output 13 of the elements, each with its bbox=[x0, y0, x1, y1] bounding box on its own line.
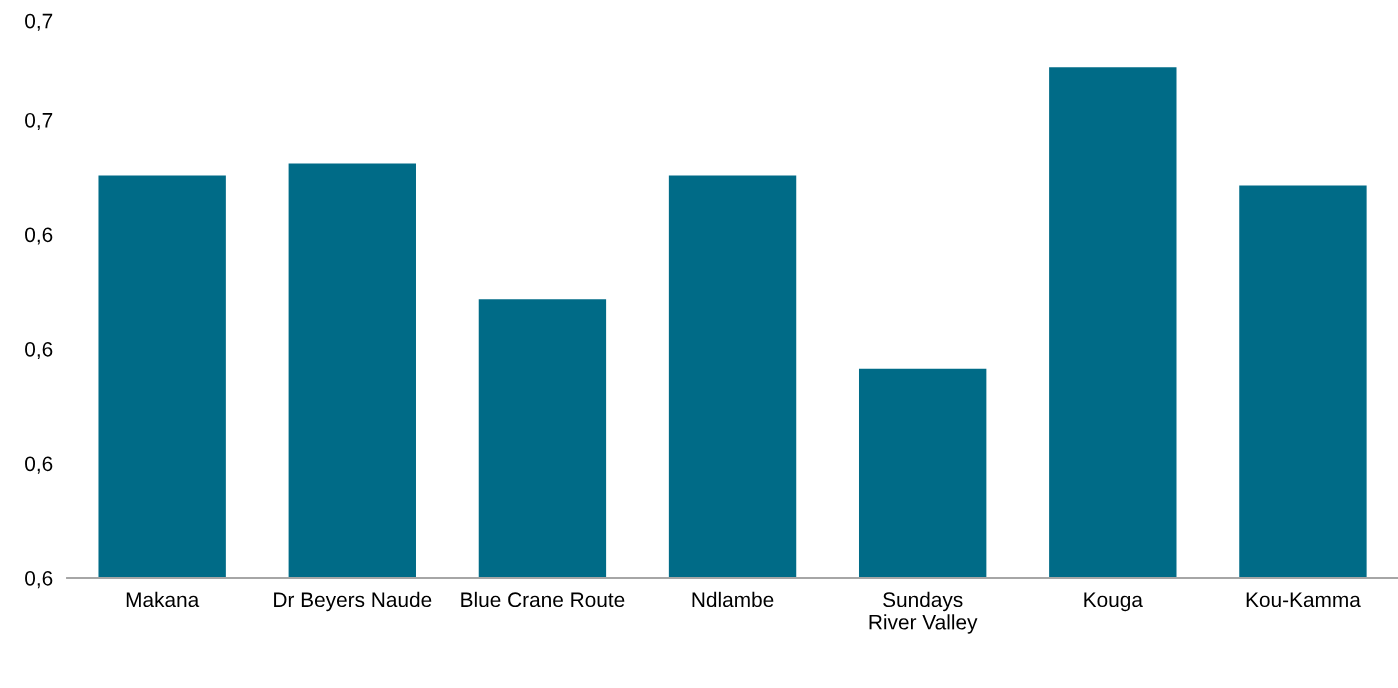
x-tick-label: Kouga bbox=[1084, 592, 1143, 612]
y-tick-label: 0,6 bbox=[25, 456, 53, 474]
x-tick-label: Blue Crane Route bbox=[461, 591, 625, 608]
x-tick-label: Makana bbox=[126, 591, 200, 608]
x-tick-label: Ndlambe bbox=[692, 591, 774, 608]
x-tick-label: Dr Beyers Naude bbox=[274, 591, 432, 612]
y-tick-label: 0,6 bbox=[25, 570, 53, 589]
y-tick-label: 0,6 bbox=[25, 341, 53, 360]
y-tick-label: 0,6 bbox=[25, 227, 53, 245]
y-tick-label: 0,7 bbox=[25, 13, 53, 31]
y-tick-label: 0,7 bbox=[25, 112, 53, 131]
x-tick-label: Kou-Kamma bbox=[1246, 592, 1361, 608]
x-tick-label: Sundays River Valley bbox=[869, 591, 978, 634]
